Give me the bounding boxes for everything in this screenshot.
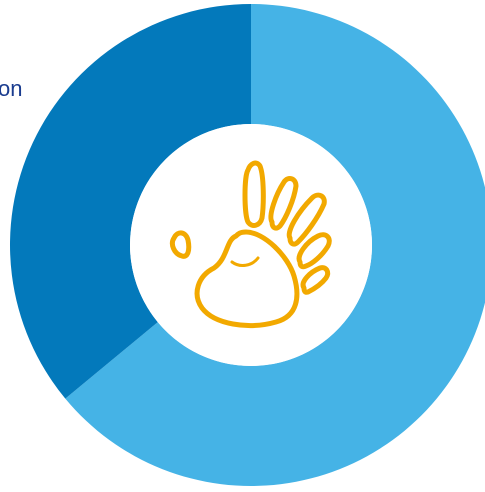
clipped-legend-label: on [0,76,23,101]
donut-slices [9,4,485,486]
donut-hole [130,124,372,366]
donut-slice-1 [65,4,485,486]
hand-print-icon [169,160,332,329]
donut-slice-2 [9,4,251,399]
